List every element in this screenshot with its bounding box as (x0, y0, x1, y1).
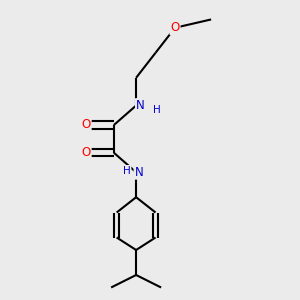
Text: O: O (82, 118, 91, 131)
Text: O: O (82, 146, 91, 159)
Text: H: H (153, 105, 161, 115)
Text: N: N (136, 99, 145, 112)
Text: O: O (170, 21, 180, 34)
Text: N: N (134, 166, 143, 179)
Text: H: H (123, 166, 130, 176)
